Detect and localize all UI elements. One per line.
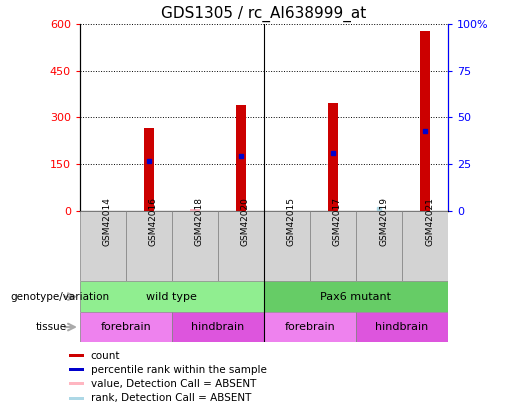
Bar [68, 396, 84, 400]
Text: GSM42016: GSM42016 [149, 197, 158, 246]
Bar [356, 312, 448, 342]
Text: value, Detection Call = ABSENT: value, Detection Call = ABSENT [91, 379, 256, 389]
Text: hindbrain: hindbrain [191, 322, 245, 332]
Bar [68, 382, 84, 386]
Bar [80, 211, 126, 281]
Title: GDS1305 / rc_AI638999_at: GDS1305 / rc_AI638999_at [161, 5, 367, 21]
Bar [310, 211, 356, 281]
Bar [80, 281, 264, 312]
Text: genotype/variation: genotype/variation [10, 292, 109, 302]
Bar [144, 128, 154, 211]
Text: GSM42019: GSM42019 [379, 197, 388, 246]
Bar [68, 354, 84, 357]
Text: rank, Detection Call = ABSENT: rank, Detection Call = ABSENT [91, 393, 251, 403]
Text: GSM42018: GSM42018 [195, 197, 204, 246]
Text: forebrain: forebrain [100, 322, 151, 332]
Text: GSM42017: GSM42017 [333, 197, 342, 246]
Bar [172, 312, 264, 342]
Bar [172, 211, 218, 281]
Bar [126, 211, 172, 281]
Text: tissue: tissue [36, 322, 67, 332]
Text: percentile rank within the sample: percentile rank within the sample [91, 365, 267, 375]
Bar [356, 211, 402, 281]
Bar [218, 211, 264, 281]
Bar [264, 281, 448, 312]
Text: Pax6 mutant: Pax6 mutant [320, 292, 391, 302]
Text: GSM42020: GSM42020 [241, 197, 250, 246]
Bar [328, 103, 338, 211]
Text: hindbrain: hindbrain [375, 322, 428, 332]
Bar [264, 211, 310, 281]
Text: GSM42014: GSM42014 [103, 197, 112, 246]
Text: forebrain: forebrain [285, 322, 335, 332]
Bar [68, 368, 84, 371]
Text: count: count [91, 351, 120, 360]
Bar [420, 30, 430, 211]
Text: wild type: wild type [146, 292, 197, 302]
Bar [236, 105, 246, 211]
Text: GSM42021: GSM42021 [425, 197, 434, 246]
Bar [402, 211, 448, 281]
Bar [80, 312, 172, 342]
Bar [190, 209, 200, 211]
Text: GSM42015: GSM42015 [287, 197, 296, 246]
Bar [264, 312, 356, 342]
